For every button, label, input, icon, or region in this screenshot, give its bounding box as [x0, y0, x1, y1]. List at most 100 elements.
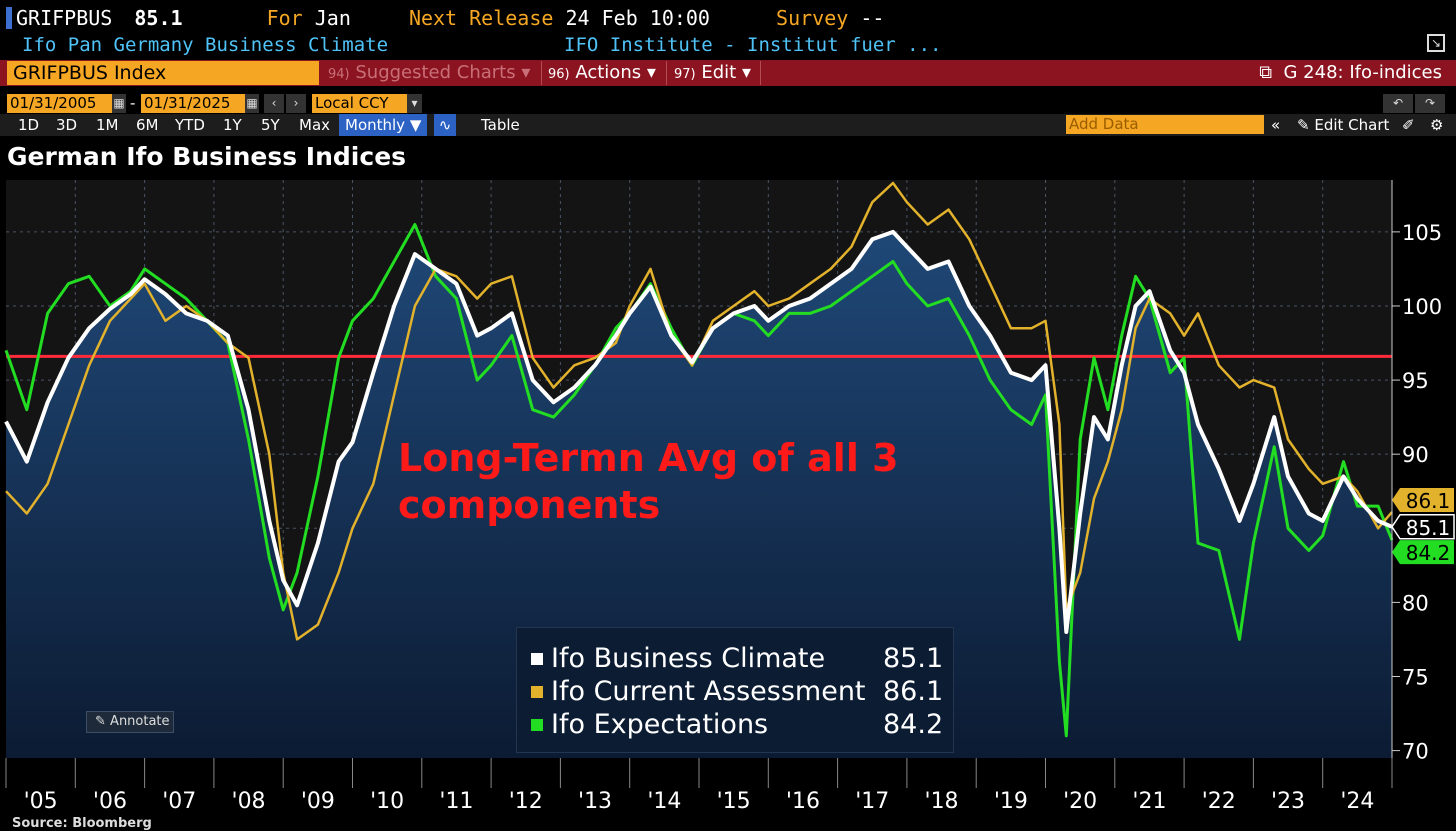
x-tick-label: '15 [717, 789, 751, 814]
y-tick-label: 100 [1402, 295, 1442, 319]
annotate-button[interactable]: ✎ Annotate [86, 711, 174, 733]
chart-id[interactable]: ⧉ G 248: Ifo-indices [1259, 62, 1442, 83]
chart-settings-icon[interactable]: ✐ [1402, 116, 1415, 134]
y-tick-label: 105 [1402, 221, 1442, 245]
x-tick-label: '21 [1132, 789, 1166, 814]
menu-divider [760, 61, 761, 85]
external-link-icon[interactable]: ⧉ [1259, 62, 1273, 83]
chevron-down-icon[interactable]: ▾ [407, 94, 422, 113]
x-tick-label: '22 [1202, 789, 1236, 814]
x-tick-label: '19 [994, 789, 1028, 814]
suggested-charts-menu[interactable]: 94) Suggested Charts ▾ [328, 62, 531, 83]
start-date-input[interactable]: 01/31/2005 [7, 94, 112, 113]
last-value-label: 84.2 [1406, 541, 1451, 565]
edit-menu[interactable]: 97) Edit ▾ [674, 62, 751, 83]
y-tick-label: 75 [1402, 665, 1429, 689]
calendar-icon[interactable]: ▦ [245, 94, 259, 113]
x-tick-label: '05 [24, 789, 58, 814]
next-period-button[interactable]: › [286, 94, 306, 113]
range-1d[interactable]: 1D [18, 116, 40, 134]
pencil-icon: ✎ [1297, 116, 1310, 134]
x-tick-label: '14 [647, 789, 681, 814]
legend-value: 86.1 [883, 676, 944, 707]
range-ytd[interactable]: YTD [175, 116, 205, 134]
index-input[interactable]: GRIFPBUS Index [7, 61, 319, 85]
next-release-label: Next Release [408, 6, 554, 30]
last-value-marker [1391, 514, 1455, 540]
x-tick-label: '23 [1271, 789, 1305, 814]
frequency-select[interactable]: Monthly ▼ [339, 114, 428, 136]
x-tick-label: '24 [1340, 789, 1374, 814]
legend-item-climate: Ifo Business Climate 85.1 [531, 643, 951, 675]
last-value-label: 86.1 [1406, 489, 1451, 513]
legend-swatch [531, 653, 543, 665]
menu-divider [666, 61, 667, 85]
legend-value: 84.2 [883, 709, 944, 740]
last-value-marker [1392, 487, 1454, 512]
last-value-marker [1392, 540, 1454, 565]
range-1m[interactable]: 1M [96, 116, 119, 134]
line-chart-icon[interactable]: ∿ [434, 114, 456, 136]
x-tick-label: '17 [855, 789, 889, 814]
legend: Ifo Business Climate 85.1 Ifo Current As… [516, 627, 954, 753]
range-5y[interactable]: 5Y [261, 116, 280, 134]
x-tick-label: '12 [509, 789, 543, 814]
x-tick-label: '11 [439, 789, 473, 814]
table-button[interactable]: Table [481, 116, 520, 134]
source-note: Source: Bloomberg [12, 816, 152, 831]
chart-title: German Ifo Business Indices [7, 142, 407, 171]
ticker-marker [6, 7, 12, 29]
series-lines [4, 181, 1394, 738]
popout-icon[interactable]: ↘ [1427, 34, 1445, 52]
next-release-value: 24 Feb 10:00 [565, 6, 710, 30]
x-tick-label: '20 [1063, 789, 1097, 814]
collapse-icon[interactable]: « [1271, 116, 1281, 134]
y-tick-label: 90 [1402, 443, 1429, 467]
currency-select[interactable]: Local CCY [312, 94, 407, 113]
gear-icon[interactable]: ⚙ [1430, 116, 1444, 134]
prev-period-button[interactable]: ‹ [264, 94, 284, 113]
x-tick-label: '08 [232, 789, 266, 814]
last-value-label: 85.1 [1406, 516, 1451, 540]
range-6m[interactable]: 6M [136, 116, 159, 134]
calendar-icon[interactable]: ▦ [112, 94, 126, 113]
x-tick-label: '16 [786, 789, 820, 814]
pencil-icon: ✎ [95, 714, 106, 729]
range-1y[interactable]: 1Y [223, 116, 242, 134]
actions-menu[interactable]: 96) Actions ▾ [548, 62, 656, 83]
legend-value: 85.1 [883, 643, 944, 674]
legend-item-expectations: Ifo Expectations 84.2 [531, 709, 951, 741]
y-tick-label: 80 [1402, 591, 1429, 615]
undo-icon[interactable]: ↶ [1383, 94, 1413, 113]
x-tick-label: '09 [301, 789, 335, 814]
edit-chart-button[interactable]: ✎ Edit Chart [1297, 116, 1390, 134]
survey-value: -- [860, 6, 885, 30]
menu-divider [541, 61, 542, 85]
legend-item-current: Ifo Current Assessment 86.1 [531, 676, 951, 708]
x-tick-label: '06 [93, 789, 127, 814]
y-tick-label: 70 [1402, 740, 1429, 764]
ticker[interactable]: GRIFPBUS [16, 6, 113, 30]
last-value-markers: 86.1 84.285.1 [1391, 487, 1455, 565]
x-tick-label: '18 [925, 789, 959, 814]
last-value: 85.1 [134, 6, 183, 30]
security-description: Ifo Pan Germany Business Climate [22, 34, 389, 56]
x-tick-label: '13 [578, 789, 612, 814]
source-name: IFO Institute - Institut fuer ... [564, 34, 942, 56]
date-range-dash: - [130, 94, 136, 112]
redo-icon[interactable]: ↷ [1415, 94, 1445, 113]
climate-line [4, 229, 1393, 634]
axes: '05 '06 '07 '08 '09 '10 '11 '12 '13 '14 '15 '16 '17 '… [5, 180, 1442, 814]
range-3d[interactable]: 3D [56, 116, 78, 134]
y-tick-label: 95 [1402, 369, 1429, 393]
end-date-input[interactable]: 01/31/2025 [141, 94, 245, 113]
legend-swatch [531, 719, 543, 731]
survey-label: Survey [776, 6, 849, 30]
range-max[interactable]: Max [299, 116, 331, 134]
legend-label: Ifo Expectations [551, 709, 769, 740]
add-data-input[interactable]: Add Data [1066, 115, 1264, 134]
x-tick-label: '07 [162, 789, 196, 814]
for-value: Jan [314, 6, 351, 30]
security-header: GRIFPBUS 85.1 For Jan Next Release 24 Fe… [6, 6, 884, 32]
